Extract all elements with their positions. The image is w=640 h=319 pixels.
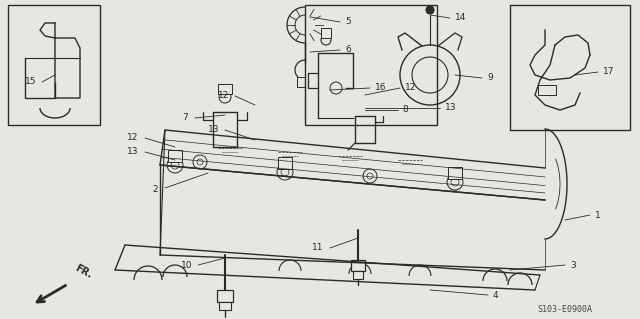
- Circle shape: [367, 173, 373, 179]
- Bar: [448, 167, 462, 179]
- Text: 16: 16: [375, 84, 387, 93]
- Text: 3: 3: [570, 261, 576, 270]
- Text: 9: 9: [487, 73, 493, 83]
- Bar: [8, 5, 100, 125]
- Circle shape: [278, 163, 292, 177]
- Circle shape: [219, 91, 231, 103]
- Circle shape: [193, 155, 207, 169]
- Text: 12: 12: [127, 133, 138, 143]
- Circle shape: [452, 180, 458, 186]
- Bar: [305, 5, 437, 125]
- Text: S103-E0900A: S103-E0900A: [538, 306, 593, 315]
- Circle shape: [282, 167, 288, 173]
- Circle shape: [281, 168, 289, 176]
- Text: 2: 2: [152, 186, 158, 195]
- Text: FR.: FR.: [73, 263, 93, 280]
- Circle shape: [295, 60, 315, 80]
- Bar: [218, 84, 232, 94]
- Bar: [278, 157, 292, 169]
- Circle shape: [167, 157, 183, 173]
- Text: 7: 7: [182, 114, 188, 122]
- Circle shape: [360, 100, 370, 110]
- Bar: [321, 28, 331, 38]
- Bar: [538, 85, 556, 95]
- Circle shape: [171, 161, 179, 169]
- Text: 13: 13: [207, 125, 219, 135]
- Bar: [359, 94, 371, 103]
- Text: 8: 8: [402, 106, 408, 115]
- Text: 1: 1: [595, 211, 601, 219]
- Circle shape: [363, 169, 377, 183]
- Text: 13: 13: [127, 147, 138, 157]
- Text: 17: 17: [603, 68, 614, 77]
- Text: 11: 11: [312, 243, 323, 253]
- Text: 4: 4: [493, 291, 499, 300]
- Circle shape: [447, 174, 463, 190]
- Bar: [297, 77, 313, 87]
- Bar: [168, 150, 182, 162]
- Text: 10: 10: [180, 261, 192, 270]
- Text: 14: 14: [455, 13, 467, 23]
- Text: 15: 15: [24, 78, 36, 86]
- Circle shape: [287, 7, 323, 43]
- Text: 12: 12: [405, 84, 417, 93]
- Circle shape: [451, 178, 459, 186]
- Bar: [351, 260, 365, 271]
- Circle shape: [295, 15, 315, 35]
- Circle shape: [321, 35, 331, 45]
- Bar: [217, 290, 233, 302]
- Circle shape: [426, 6, 434, 14]
- Text: 5: 5: [345, 18, 351, 26]
- Circle shape: [277, 164, 293, 180]
- Text: 13: 13: [445, 103, 456, 113]
- Circle shape: [448, 176, 462, 190]
- Circle shape: [197, 159, 203, 165]
- Bar: [219, 302, 231, 310]
- Text: 6: 6: [345, 46, 351, 55]
- Bar: [353, 271, 363, 279]
- Text: 12: 12: [218, 92, 229, 100]
